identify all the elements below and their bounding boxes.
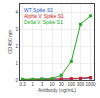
svg-text:1000: 1000 <box>86 82 97 87</box>
svg-text:Delta V. Spike S1: Delta V. Spike S1 <box>24 19 63 25</box>
svg-text:3: 3 <box>41 82 44 87</box>
svg-text:Alpha V. Spike S1: Alpha V. Spike S1 <box>24 13 64 19</box>
svg-text:0: 0 <box>16 78 19 83</box>
svg-text:30: 30 <box>59 82 65 87</box>
svg-text:10: 10 <box>49 82 55 87</box>
svg-text:2: 2 <box>16 44 19 49</box>
svg-text:4: 4 <box>16 10 19 15</box>
svg-text:OD450 nm: OD450 nm <box>7 30 13 54</box>
svg-text:0.3: 0.3 <box>19 82 26 87</box>
svg-text:3: 3 <box>16 27 19 32</box>
svg-text:WT Spike S1: WT Spike S1 <box>24 7 53 13</box>
svg-text:100: 100 <box>68 82 76 87</box>
svg-text:300: 300 <box>77 82 85 87</box>
svg-text:Antibody (ng/mL): Antibody (ng/mL) <box>38 87 76 93</box>
svg-text:1: 1 <box>16 61 19 66</box>
svg-text:1: 1 <box>31 82 34 87</box>
